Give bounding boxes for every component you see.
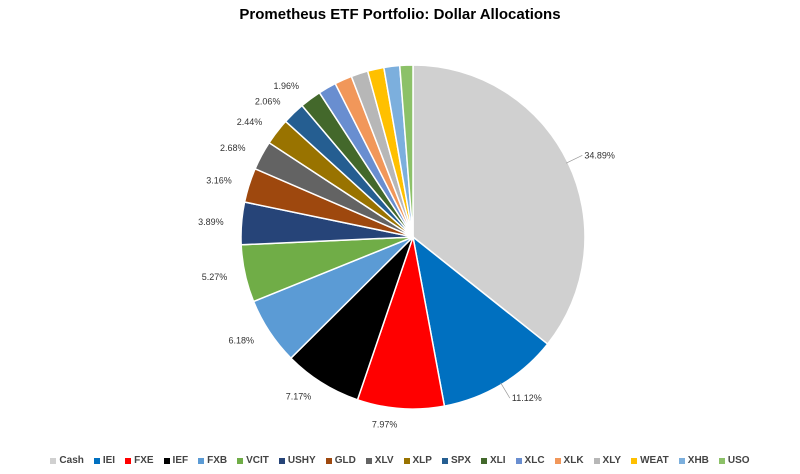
legend-label: Cash [59,455,84,466]
legend-item-ushy: USHY [278,455,316,466]
legend-item-spx: SPX [441,455,471,466]
data-label-xlv: 2.68% [220,143,246,153]
legend-label: XLV [374,455,394,466]
legend-item-cash: Cash [50,455,84,466]
legend-label: SPX [450,455,471,466]
legend-item-ief: IEF [163,455,189,466]
legend-item-vcit: VCIT [237,455,269,466]
legend-label: XLY [602,455,622,466]
chart-title: Prometheus ETF Portfolio: Dollar Allocat… [239,6,561,23]
legend-label: USHY [287,455,316,466]
legend-label: IEI [102,455,116,466]
legend-label: XLI [489,455,506,466]
legend-swatch [125,457,132,464]
legend-label: FXB [207,455,228,466]
legend-item-xli: XLI [480,455,506,466]
pie-slice-uso [398,64,414,238]
legend-swatch [163,457,170,464]
legend-item-iei: IEI [93,455,116,466]
legend-swatch [93,457,100,464]
legend-swatch [198,457,205,464]
leader-line-cash [565,155,583,164]
legend-item-xlv: XLV [365,455,394,466]
legend-item-fxe: FXE [125,455,154,466]
legend-item-uso: USO [718,455,750,466]
legend-item-xlc: XLC [515,455,545,466]
legend-swatch [515,457,522,464]
legend-swatch [237,457,244,464]
legend-swatch [325,457,332,464]
legend-label: XLC [524,455,545,466]
legend-item-xlp: XLP [403,455,432,466]
legend-swatch [403,457,410,464]
leader-line-iei [500,382,511,399]
data-label-ushy: 3.89% [198,217,224,227]
legend-swatch [678,457,685,464]
legend-swatch [554,457,561,464]
legend-swatch [50,457,57,464]
data-label-cash: 34.89% [584,150,615,160]
legend-label: VCIT [246,455,269,466]
legend-label: USO [727,455,750,466]
legend-label: XLK [563,455,584,466]
legend-item-xhb: XHB [678,455,709,466]
data-label-spx: 2.06% [255,97,281,107]
data-label-iei: 11.12% [512,393,542,403]
legend-swatch [365,457,372,464]
data-label-ief: 7.17% [286,391,312,401]
legend-swatch [718,457,725,464]
legend-swatch [441,457,448,464]
legend-item-gld: GLD [325,455,356,466]
data-label-xlp: 2.44% [237,117,263,127]
legend-label: XLP [412,455,432,466]
legend-label: IEF [172,455,189,466]
legend: Cash IEI FXE IEF FXB VCIT USHY GLD XLV XLP SPX XLI X… [0,455,800,466]
legend-item-xlk: XLK [554,455,584,466]
legend-swatch [278,457,285,464]
legend-item-xly: XLY [593,455,622,466]
legend-label: GLD [334,455,356,466]
data-label-fxb: 6.18% [228,335,254,345]
legend-label: XHB [687,455,709,466]
data-label-gld: 3.16% [206,175,232,185]
data-label-vcit: 5.27% [202,272,228,282]
data-label-xli: 1.96% [273,81,299,91]
legend-swatch [593,457,600,464]
legend-label: WEAT [640,455,669,466]
legend-item-weat: WEAT [631,455,669,466]
data-label-fxe: 7.97% [372,420,398,430]
legend-swatch [480,457,487,464]
legend-item-fxb: FXB [198,455,227,466]
legend-swatch [631,457,638,464]
pie-slice-fxe [356,234,446,410]
legend-label: FXE [134,455,154,466]
